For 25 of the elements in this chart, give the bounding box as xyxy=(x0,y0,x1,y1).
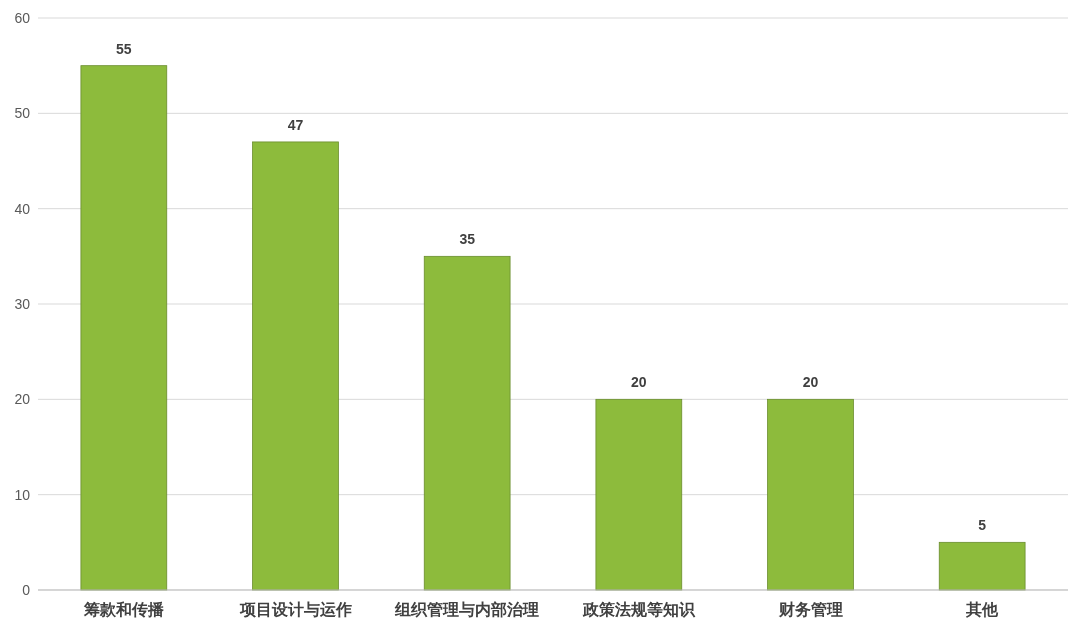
bar xyxy=(80,65,168,591)
data-label: 55 xyxy=(116,40,132,57)
y-tick-label: 30 xyxy=(14,295,31,312)
x-tick-label: 财务管理 xyxy=(777,600,843,620)
data-label: 20 xyxy=(631,374,647,391)
bar xyxy=(595,398,683,591)
bar xyxy=(423,255,511,591)
y-tick-label: 40 xyxy=(14,200,31,217)
bar xyxy=(938,541,1026,591)
data-label: 35 xyxy=(459,231,476,248)
bar xyxy=(767,398,854,591)
x-tick-label: 筹款和传播 xyxy=(82,600,165,620)
x-tick-label: 组织管理与内部治理 xyxy=(394,600,540,620)
data-label: 5 xyxy=(978,517,987,534)
data-label: 47 xyxy=(287,116,304,133)
y-tick-label: 20 xyxy=(14,391,31,408)
x-tick-label: 其他 xyxy=(965,600,1000,620)
y-tick-label: 10 xyxy=(14,486,31,503)
x-tick-label: 项目设计与运作 xyxy=(238,600,352,620)
bar xyxy=(252,141,339,591)
y-tick-label: 60 xyxy=(14,9,31,26)
x-tick-label: 政策法规等知识 xyxy=(581,600,696,620)
y-tick-label: 0 xyxy=(22,581,31,598)
y-tick-label: 50 xyxy=(14,105,31,122)
data-label: 20 xyxy=(802,374,819,391)
